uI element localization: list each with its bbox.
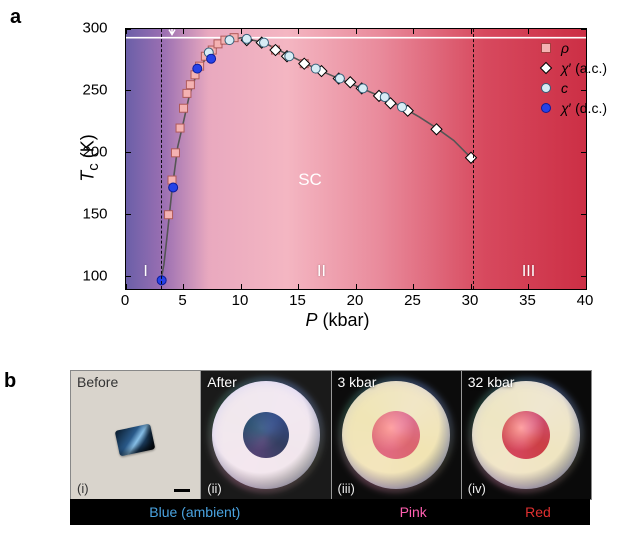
panel-b: Before (i) After (ii) 3 kbar (iii) 32 kbar (iv)… [70,370,590,532]
photo-label-top: 3 kbar [338,374,377,390]
scale-bar [174,489,190,492]
iris-glow [338,377,454,493]
color-strip-label: Red [525,504,551,520]
legend-label: χ′ (a.c.) [561,60,607,76]
xtick-label: 20 [347,292,364,309]
photo-label-bottom: (ii) [207,481,221,496]
x-axis-label: P (kbar) [60,310,615,331]
sc-label: SC [298,170,322,190]
panel-b-label: b [4,370,16,393]
legend-label: χ′ (d.c.) [561,100,607,116]
legend-label: ρ [561,40,569,56]
photo: 32 kbar (iv) [462,371,591,499]
iris-glow [208,377,324,493]
ytick-label: 300 [82,20,107,37]
xtick-label: 35 [519,292,536,309]
region-label: II [317,263,326,281]
legend: ρ χ′ (a.c.) c χ′ (d.c.) [538,38,607,118]
color-strip-label: Blue (ambient) [149,504,240,520]
photo: Before (i) [71,371,201,499]
photo: 3 kbar (iii) [332,371,462,499]
xtick-label: 15 [289,292,306,309]
photo-label-top: 32 kbar [468,374,515,390]
photo: After (ii) [201,371,331,499]
xtick-label: 5 [178,292,186,309]
plot-svg [126,29,586,289]
photo-label-bottom: (iv) [468,481,486,496]
phase-boundary [161,29,162,289]
chart-a: 20 °CIIIIIISC Tc (K) P (kbar) ρχ′ (a.c.)… [60,18,615,328]
xtick-label: 30 [462,292,479,309]
ytick-label: 200 [82,143,107,160]
region-label: III [522,263,535,281]
figure: a 20 °CIIIIIISC Tc (K) P (kbar) ρχ′ (a.c… [0,0,642,546]
xtick-label: 0 [121,292,129,309]
panel-a-label: a [10,6,21,29]
xtick-label: 10 [232,292,249,309]
color-strip-label: Pink [400,504,427,520]
ytick-label: 100 [82,267,107,284]
plot-area: 20 °CIIIIIISC [125,28,587,290]
phase-boundary [473,29,474,289]
sample-crystal [115,424,156,457]
ytick-label: 150 [82,205,107,222]
xtick-label: 25 [404,292,421,309]
photo-label-top: Before [77,374,118,390]
photo-label-bottom: (iii) [338,481,355,496]
region-label: I [143,263,147,281]
legend-entry: ρ [538,38,607,58]
legend-entry: c [538,78,607,98]
xtick-label: 40 [577,292,594,309]
legend-entry: χ′ (d.c.) [538,98,607,118]
color-strip: Blue (ambient) Pink Red [70,499,590,525]
ytick-label: 250 [82,81,107,98]
photo-label-bottom: (i) [77,481,89,496]
photo-label-top: After [207,374,237,390]
legend-label: c [561,80,568,96]
legend-entry: χ′ (a.c.) [538,58,607,78]
photo-row: Before (i) After (ii) 3 kbar (iii) 32 kbar (iv) [70,370,592,500]
iris-glow [468,377,584,493]
